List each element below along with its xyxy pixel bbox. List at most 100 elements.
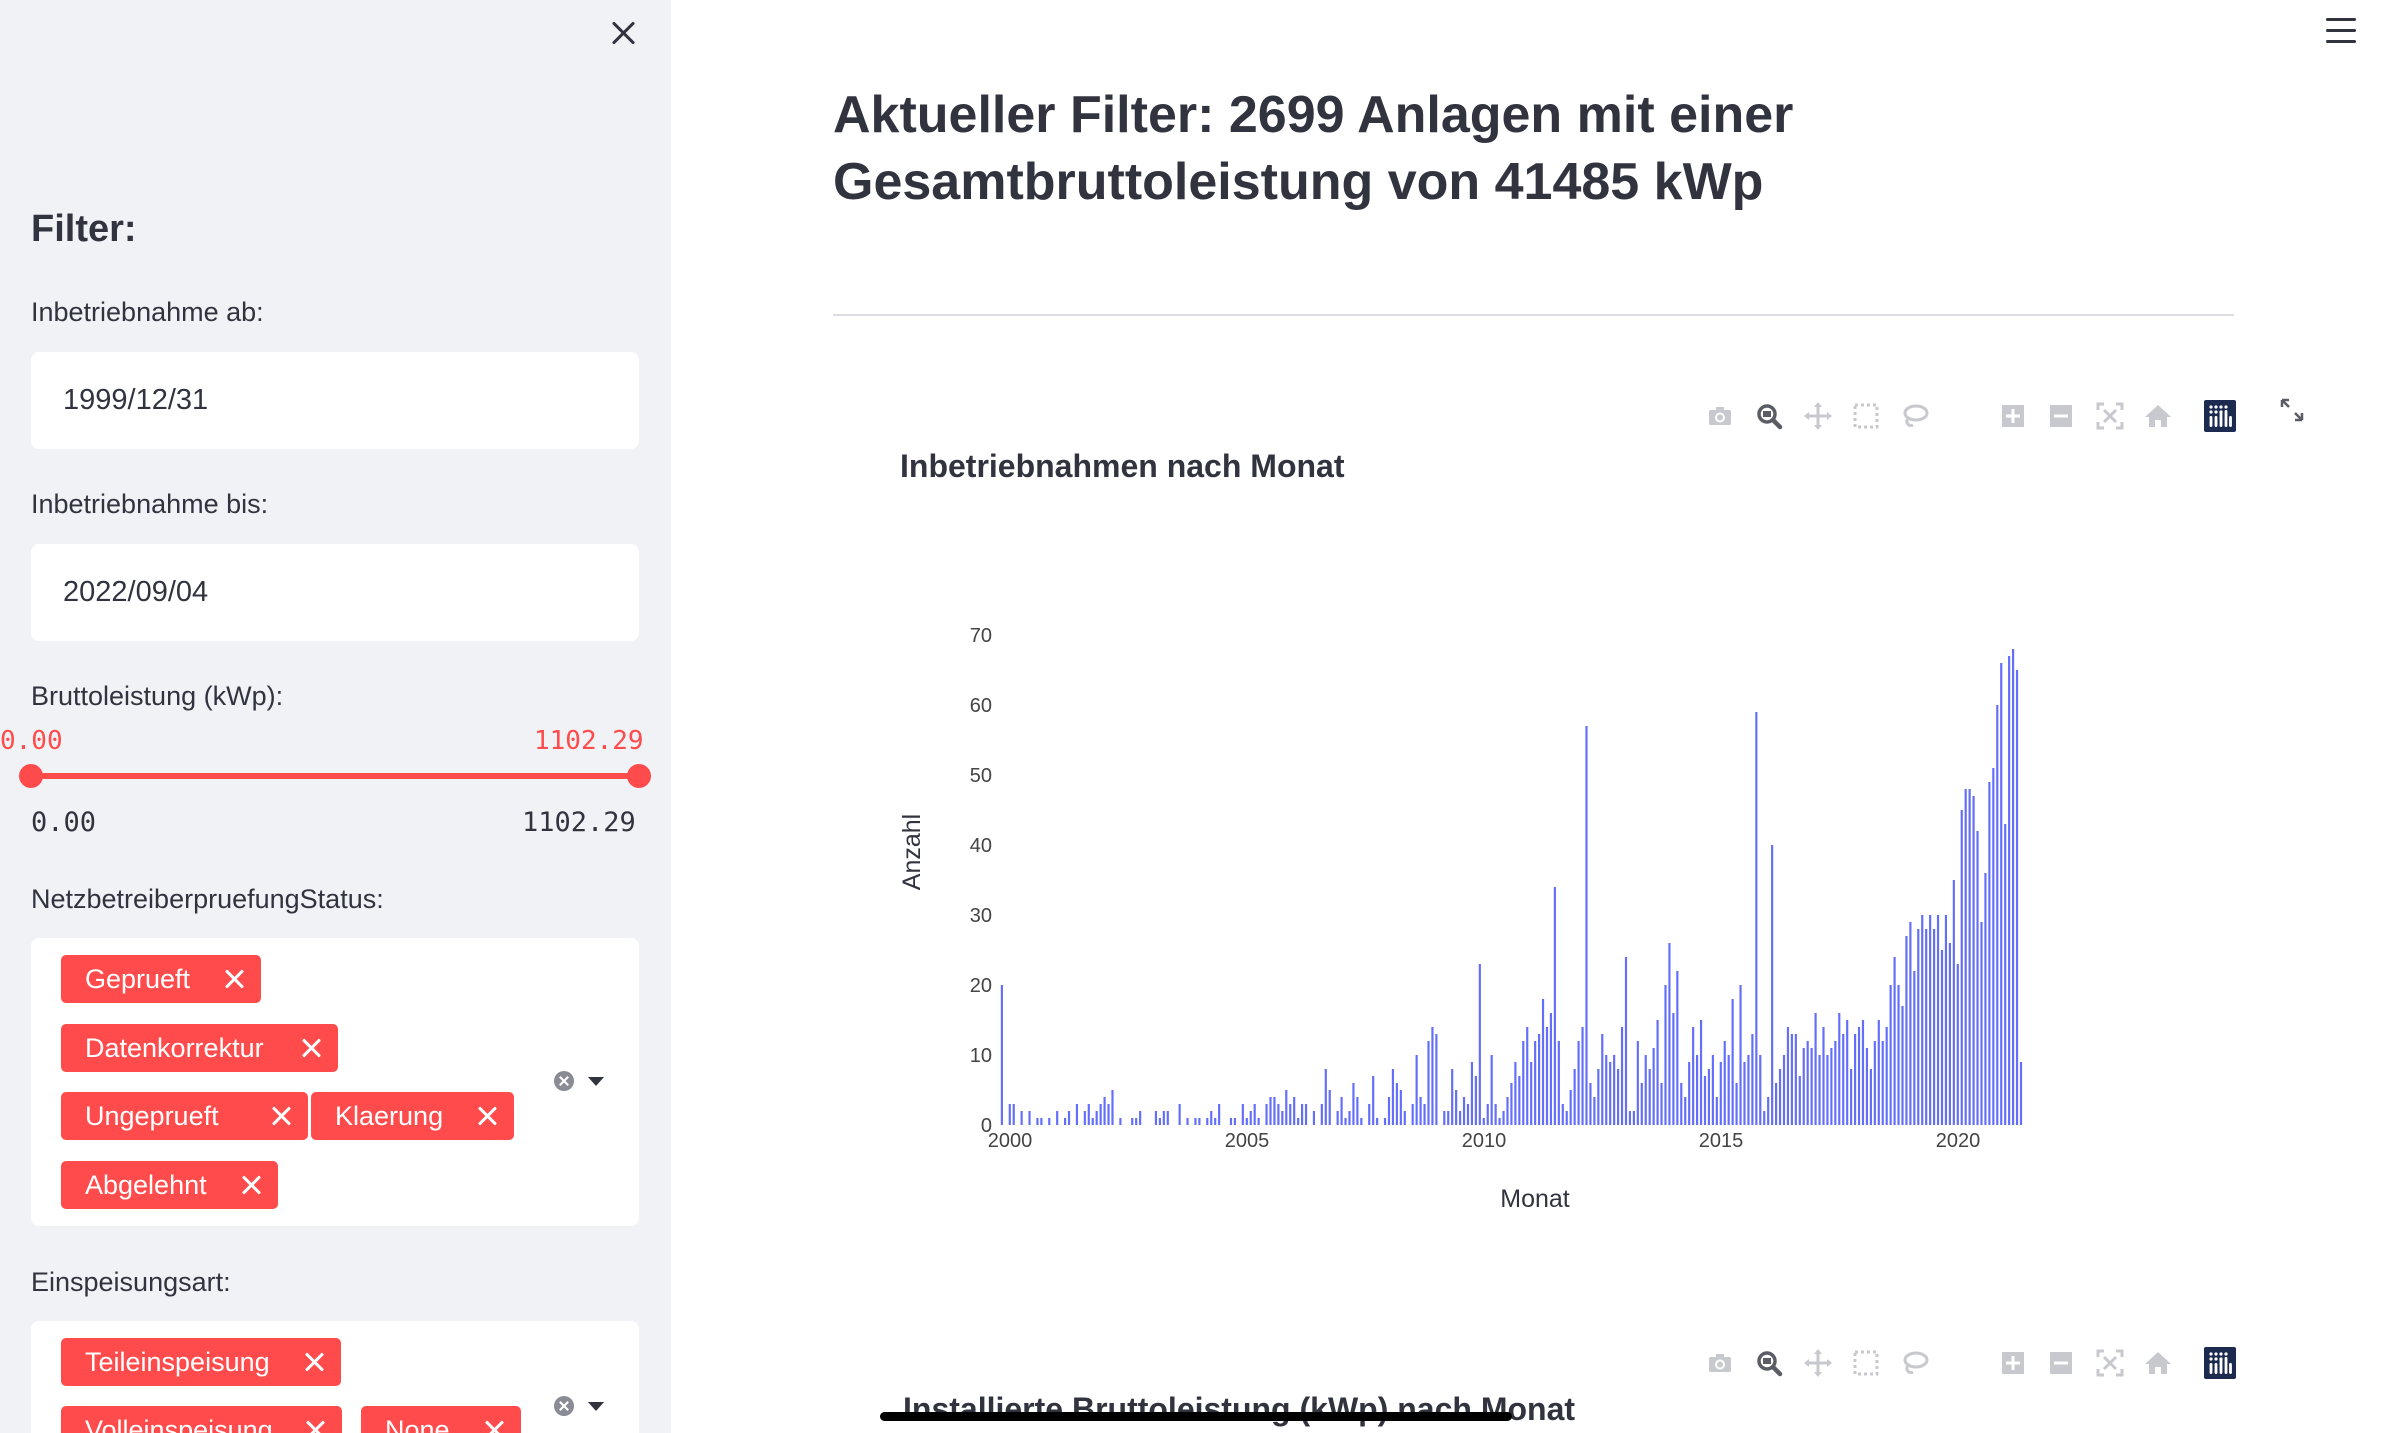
bar[interactable] <box>1510 1083 1513 1125</box>
bar[interactable] <box>1909 922 1912 1125</box>
bar[interactable] <box>1340 1097 1343 1125</box>
bar[interactable] <box>1166 1111 1169 1125</box>
bar[interactable] <box>1462 1097 1466 1125</box>
bar[interactable] <box>1617 1069 1620 1125</box>
bar[interactable] <box>1249 1111 1252 1125</box>
bar[interactable] <box>1111 1090 1114 1125</box>
bar[interactable] <box>1850 1069 1853 1125</box>
feed-type-multiselect[interactable]: Teileinspeisung Volleinspeisung None <box>31 1321 639 1433</box>
bar[interactable] <box>1644 1055 1647 1125</box>
bar[interactable] <box>1482 1118 1485 1125</box>
remove-tag-icon[interactable] <box>298 1035 324 1061</box>
bar[interactable] <box>1869 1069 1872 1125</box>
bar[interactable] <box>1913 971 1916 1125</box>
bar[interactable] <box>1782 1055 1786 1125</box>
bar[interactable] <box>1664 985 1667 1125</box>
bar[interactable] <box>1984 873 1987 1125</box>
bar[interactable] <box>1265 1104 1268 1125</box>
bar[interactable] <box>1802 1048 1805 1125</box>
bar[interactable] <box>1245 1118 1248 1125</box>
bar[interactable] <box>1940 950 1944 1125</box>
bar[interactable] <box>1810 1048 1813 1125</box>
bar[interactable] <box>1569 1090 1572 1125</box>
bar[interactable] <box>1885 1027 1888 1125</box>
bar[interactable] <box>1324 1069 1327 1125</box>
bar[interactable] <box>1960 810 1963 1125</box>
bar[interactable] <box>1952 880 1955 1125</box>
bar[interactable] <box>1289 1104 1292 1125</box>
bar[interactable] <box>1301 1104 1304 1125</box>
bar[interactable] <box>1996 705 1999 1125</box>
chevron-down-icon[interactable] <box>588 1402 604 1411</box>
bar[interactable] <box>1119 1118 1122 1125</box>
close-sidebar-button[interactable] <box>604 14 642 52</box>
bar[interactable] <box>1229 1118 1233 1125</box>
bar[interactable] <box>1715 1097 1718 1125</box>
bar[interactable] <box>1293 1097 1296 1125</box>
bar[interactable] <box>1387 1097 1391 1125</box>
bar[interactable] <box>1135 1118 1138 1125</box>
bar[interactable] <box>1976 831 1979 1125</box>
bar[interactable] <box>1186 1118 1189 1125</box>
chevron-down-icon[interactable] <box>588 1077 604 1086</box>
bar[interactable] <box>1992 768 1995 1125</box>
bar[interactable] <box>1972 796 1975 1125</box>
bar[interactable] <box>1948 943 1951 1125</box>
bar[interactable] <box>1036 1118 1039 1125</box>
bar[interactable] <box>1198 1118 1201 1125</box>
bar[interactable] <box>1383 1118 1387 1125</box>
bar[interactable] <box>1798 1076 1801 1125</box>
bar[interactable] <box>1680 1083 1683 1125</box>
bar[interactable] <box>1980 922 1983 1125</box>
bar[interactable] <box>1889 985 1892 1125</box>
status-multiselect[interactable]: Geprueft Datenkorrektur Ungeprueft Klaer… <box>31 938 639 1226</box>
bar[interactable] <box>1585 726 1588 1125</box>
reset-axes-icon[interactable] <box>2138 1343 2178 1383</box>
bar[interactable] <box>1881 1041 1884 1125</box>
bar[interactable] <box>1636 1041 1639 1125</box>
bar[interactable] <box>1028 1111 1031 1125</box>
bar[interactable] <box>1419 1097 1422 1125</box>
bar[interactable] <box>1834 1041 1837 1125</box>
bar[interactable] <box>1672 1013 1675 1125</box>
bar[interactable] <box>1877 1020 1880 1125</box>
bar[interactable] <box>1925 929 1928 1125</box>
bar[interactable] <box>1285 1090 1288 1125</box>
bar[interactable] <box>1684 1097 1687 1125</box>
clear-all-icon[interactable] <box>554 1396 574 1416</box>
bar[interactable] <box>2008 656 2011 1125</box>
bar[interactable] <box>1048 1118 1051 1125</box>
bar[interactable] <box>1790 1034 1793 1125</box>
bar[interactable] <box>1593 1097 1596 1125</box>
bar[interactable] <box>1067 1111 1071 1125</box>
bar[interactable] <box>1348 1111 1351 1125</box>
clear-all-icon[interactable] <box>554 1071 574 1091</box>
power-slider-track[interactable] <box>31 773 639 779</box>
bar[interactable] <box>1747 1055 1750 1125</box>
bar[interactable] <box>1660 1083 1663 1125</box>
bar[interactable] <box>1771 845 1774 1125</box>
bar[interactable] <box>1455 1090 1458 1125</box>
bar[interactable] <box>1893 957 1896 1125</box>
bar[interactable] <box>1008 1104 1011 1125</box>
bar[interactable] <box>1391 1069 1395 1125</box>
autoscale-icon[interactable] <box>2090 1343 2130 1383</box>
bar[interactable] <box>1376 1118 1379 1125</box>
bar[interactable] <box>1668 943 1671 1125</box>
bar[interactable] <box>1498 1118 1501 1125</box>
zoom-icon[interactable] <box>1749 396 1789 436</box>
bar[interactable] <box>1344 1118 1347 1125</box>
bar[interactable] <box>1620 1027 1624 1125</box>
bar[interactable] <box>1530 1062 1533 1125</box>
bar[interactable] <box>1064 1118 1067 1125</box>
bar[interactable] <box>2012 649 2015 1125</box>
bar[interactable] <box>1901 1006 1904 1125</box>
bar[interactable] <box>1012 1104 1015 1125</box>
bar[interactable] <box>1502 1111 1505 1125</box>
box-select-icon[interactable] <box>1846 1343 1886 1383</box>
bar[interactable] <box>1435 1034 1438 1125</box>
bar[interactable] <box>1648 1069 1651 1125</box>
bar[interactable] <box>1403 1111 1406 1125</box>
bar[interactable] <box>1557 1041 1560 1125</box>
bar[interactable] <box>1775 1083 1778 1125</box>
